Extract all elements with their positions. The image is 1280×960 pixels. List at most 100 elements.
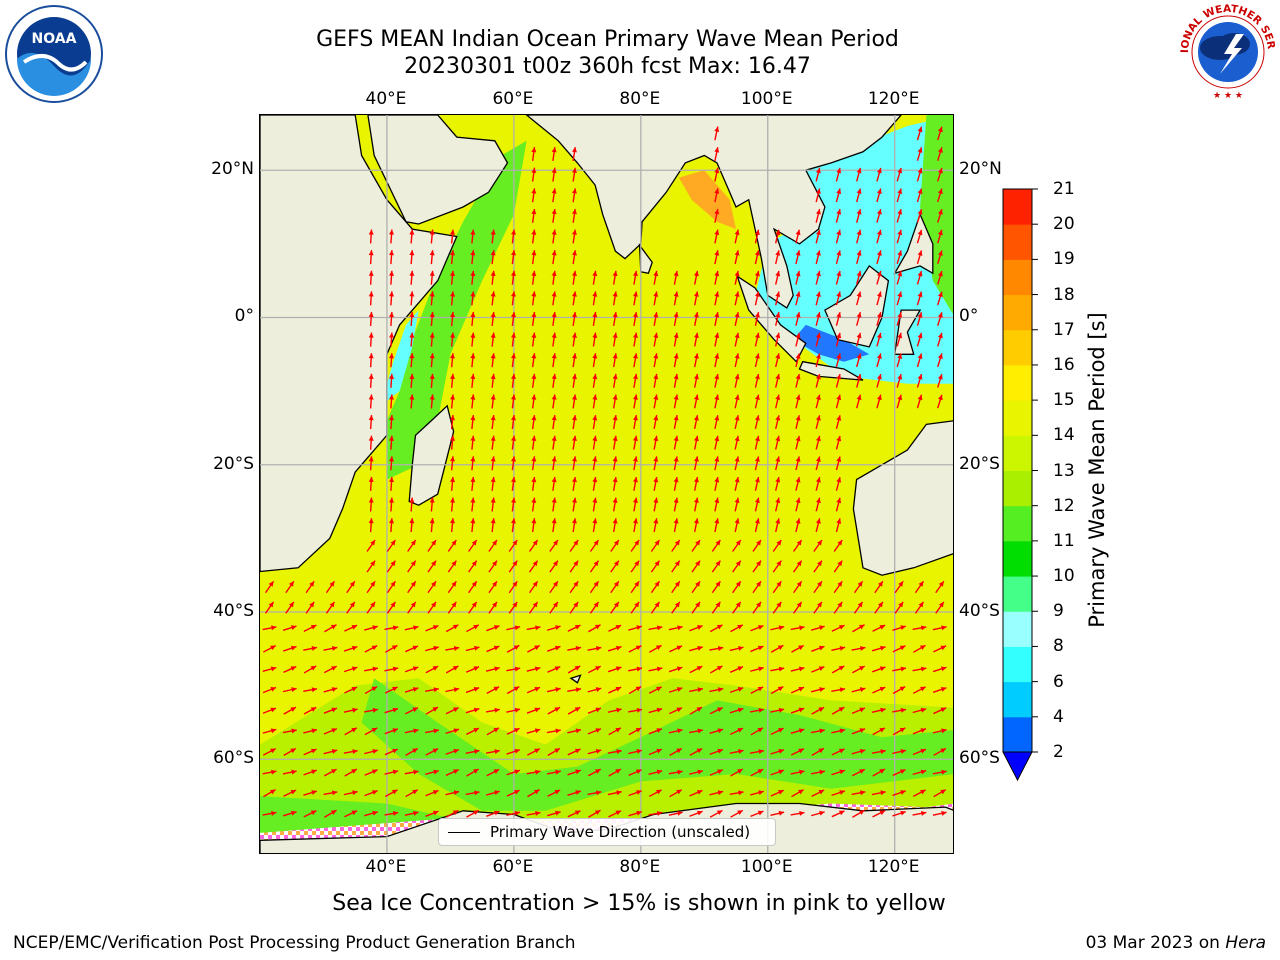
wave-arrow [912,728,927,735]
wave-arrow [587,728,602,735]
wave-arrow [303,728,318,734]
wave-arrow [569,601,579,614]
wave-arrow [754,497,760,512]
wave-arrow [775,291,781,306]
wave-arrow [526,666,541,672]
wave-arrow [650,601,661,614]
wave-arrow [465,749,480,754]
wave-arrow [650,539,661,552]
wave-arrow [689,747,703,756]
wave-arrow [567,748,581,756]
wave-arrow [465,790,480,796]
wave-arrow [571,456,577,471]
wave-arrow [811,645,825,652]
wave-arrow [653,311,659,326]
wave-arrow [364,749,379,755]
wave-arrow [916,167,923,182]
wave-arrow [653,353,659,368]
wave-arrow [709,748,724,755]
wave-arrow [364,727,378,736]
wave-arrow [486,686,500,694]
wave-arrow [511,518,516,533]
wave-arrow [588,624,601,633]
wave-arrow [409,353,415,368]
wave-arrow [912,625,927,631]
colorbar-tick-label: 6 [1053,671,1064,692]
wave-arrow [876,270,882,285]
wave-arrow [791,789,805,798]
wave-arrow [912,789,926,797]
wave-arrow [488,601,498,614]
wave-arrow [852,665,866,674]
wave-arrow [628,810,643,817]
wave-arrow [470,476,476,491]
wave-arrow [668,625,683,631]
wave-arrow [734,435,740,450]
wave-arrow [630,580,640,594]
wave-arrow [607,707,622,713]
gridlines [260,115,953,853]
wave-arrow [709,728,724,734]
wave-arrow [709,646,724,651]
wave-arrow [587,646,602,651]
wave-arrow [429,518,435,533]
wave-arrow [407,539,417,552]
wave-arrow [531,476,537,491]
wave-arrow [450,456,455,471]
wave-arrow [876,291,882,306]
wave-arrow [775,250,781,265]
lon-tick-label-bottom: 60°E [492,857,534,877]
wave-arrow [450,435,455,450]
wave-arrow [486,625,500,632]
wave-arrow [937,332,943,347]
wave-arrow [506,666,521,672]
wave-arrow [551,291,557,306]
wave-arrow [714,188,720,203]
wave-arrow [368,250,374,265]
wave-arrow [389,435,395,450]
wave-arrow [810,769,825,775]
wave-arrow [409,373,415,388]
wave-arrow [810,687,825,693]
wave-arrow [282,625,297,632]
land-masses [260,115,953,853]
wave-arrow [693,518,699,533]
wave-arrow [531,311,537,326]
wave-arrow [389,311,395,326]
wave-arrow [526,707,541,714]
wave-arrow [366,580,376,594]
wave-arrow [673,518,679,533]
wave-arrow [612,456,618,471]
wave-arrow [813,539,823,552]
wave-arrow [649,644,662,653]
wave-arrow [791,644,805,653]
wave-arrow [526,810,541,816]
wave-arrow [851,687,866,693]
wave-arrow [389,353,395,368]
wave-arrow [490,250,496,265]
wave-arrow [833,539,843,552]
wave-arrow [851,748,866,755]
wave-arrow [592,394,598,409]
wave-arrow [262,707,277,714]
wave-arrow [490,291,496,306]
wave-arrow [511,353,516,368]
wave-arrow [386,560,396,573]
wave-arrow [714,415,720,430]
wave-arrow [551,415,557,430]
wave-arrow [856,291,862,306]
wave-arrow [770,625,785,631]
wave-arrow [750,768,764,777]
wave-arrow [815,415,821,430]
wave-arrow [811,666,825,673]
wave-arrow [368,373,374,388]
wave-arrow [587,707,602,714]
wave-arrow [754,311,760,326]
south-asia-land [525,115,902,309]
wave-arrow [468,580,478,594]
wave-arrow [673,415,679,430]
wave-arrow [876,332,882,347]
wave-arrow [607,790,622,796]
wave-arrow [549,539,559,552]
colorbar-tick-label: 21 [1053,179,1075,199]
